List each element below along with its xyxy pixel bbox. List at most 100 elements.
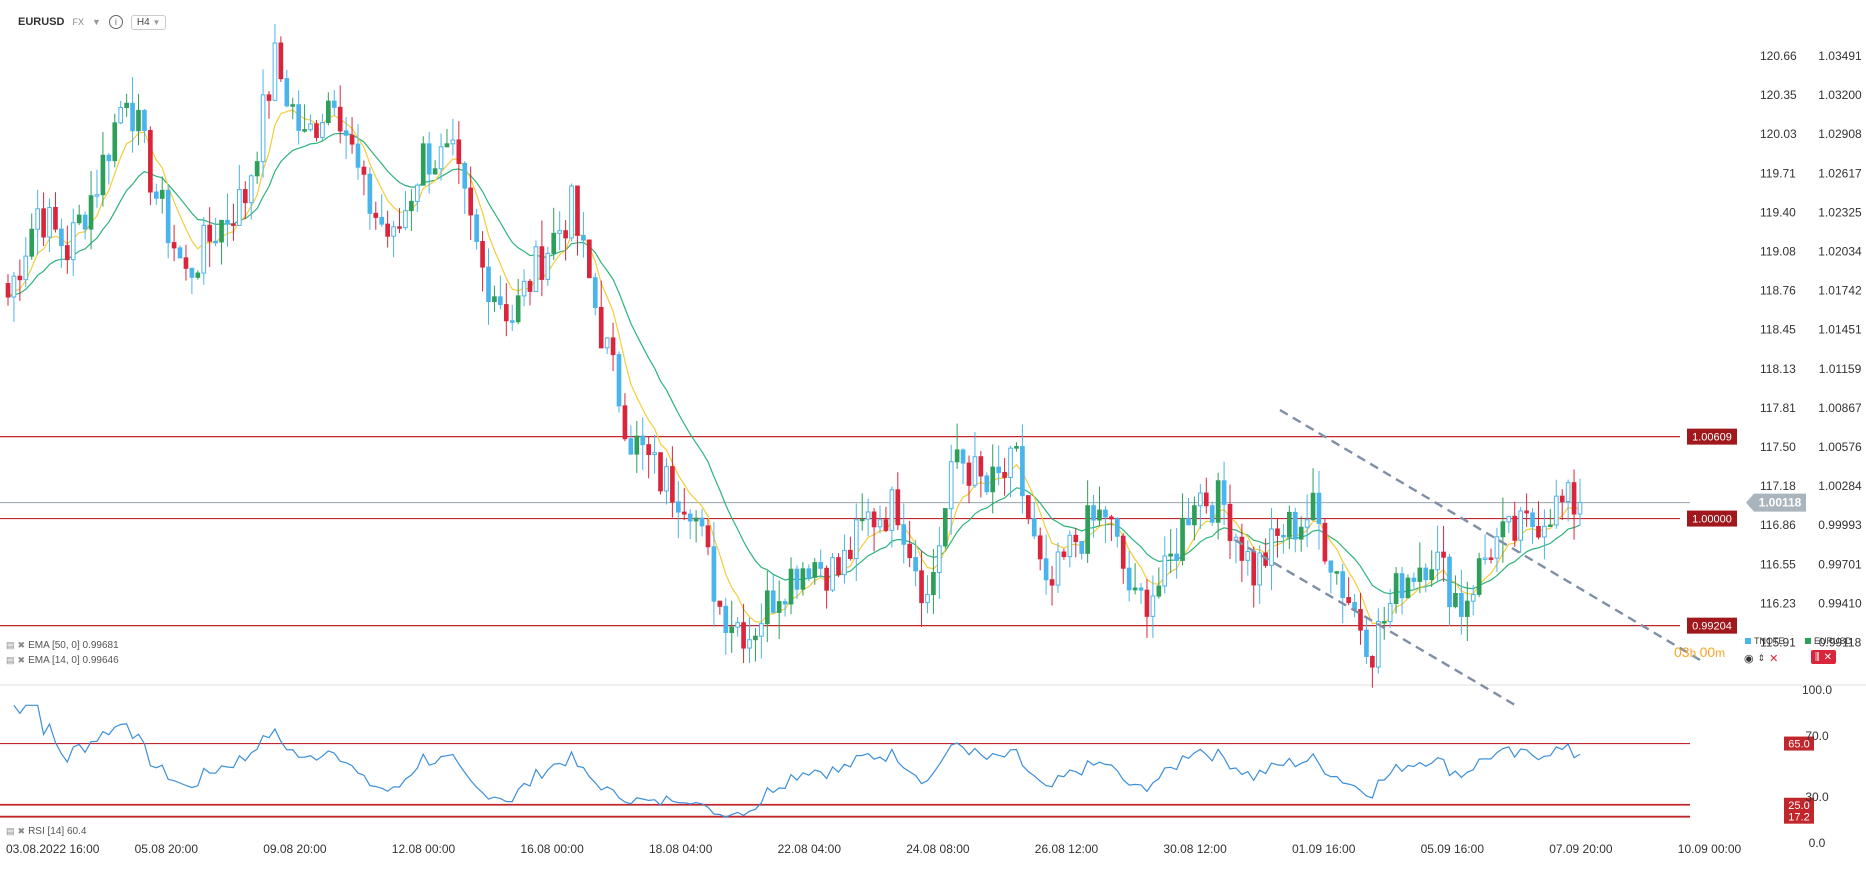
candle-body [1025,495,1031,520]
y-tick-label-tnote: 117.81 [1760,401,1796,415]
remove-eurusd-icon[interactable]: ✕ [1823,651,1832,663]
candle-body [1494,536,1500,559]
candle-body [290,104,296,107]
ema50-line [7,132,1581,595]
candle-body [183,257,189,269]
candle-body [420,143,426,186]
candle-body [118,106,124,124]
candle-body [337,106,343,132]
candle-body [1524,510,1529,514]
indicator-settings-icon[interactable]: ▤ [6,826,15,836]
candle-body [806,568,812,578]
legend-rsi[interactable]: ▤ ✖ RSI [14] 60.4 [6,826,86,837]
candle-body [931,572,936,596]
x-tick-label: 16.08 00:00 [520,842,584,856]
candle-body [272,42,278,101]
eurusd-controls: ⫼ ✕ [1811,650,1836,664]
candle-body [711,546,717,602]
candle-body [1364,629,1369,658]
rsi-level-label-bg [1784,809,1814,824]
candle-body [130,102,135,132]
y-tick-label-tnote: 119.71 [1760,166,1796,180]
y-tick-label-tnote: 117.50 [1760,440,1796,454]
x-tick-label: 03.08.2022 16:00 [6,842,100,856]
compare-eurusd[interactable]: EURUSD [1805,636,1852,646]
y-tick-label-eurusd: 1.00867 [1818,401,1862,415]
candle-body [254,161,260,177]
candle-body [189,267,195,278]
candle-body [361,166,367,175]
info-icon[interactable]: i [108,15,123,29]
candle-body [693,517,699,522]
visibility-eye-icon[interactable]: ◉ [1744,653,1754,665]
legend-ema50[interactable]: ▤ ✖ EMA [50, 0] 0.99681 [6,640,119,651]
candle-body [1198,492,1203,507]
candle-body [675,501,681,513]
candle-body [788,568,794,605]
candle-body [575,185,580,236]
indicator-settings-icon[interactable]: ▤ [6,655,15,665]
rsi-level-label-bg [1784,736,1814,751]
countdown-h-unit: h [1689,646,1700,660]
candle-body [47,206,52,238]
candle-body [699,517,705,527]
eurusd-swatch-icon [1805,638,1811,644]
candle-body [1031,518,1037,537]
indicator-remove-icon[interactable]: ✖ [17,655,26,665]
candle-body [794,568,800,590]
candle-body [984,475,990,493]
remove-compare-icon[interactable]: ✕ [1769,653,1779,665]
legend-ema14[interactable]: ▤ ✖ EMA [14, 0] 0.99646 [6,655,119,666]
candle-body [231,223,236,226]
timeframe-chevron-icon: ▼ [152,17,161,27]
candle-body [925,594,930,604]
candle-body [937,545,942,574]
candle-body [1180,517,1185,561]
candle-body [1008,447,1013,478]
candle-body [681,511,687,515]
candle-body [70,222,76,261]
candle-body [889,489,895,531]
level-label-bg [1687,617,1737,634]
candle-body [379,216,385,225]
candle-style-icon[interactable]: ⫼ [1815,651,1820,663]
candle-body [1209,505,1215,523]
candle-body [17,275,23,281]
candle-body [1381,621,1387,624]
reorder-arrows-icon[interactable]: ⇕ [1757,653,1766,663]
candle-body [1168,553,1174,557]
y-tick-label-eurusd: 1.02034 [1818,245,1862,259]
candle-body [527,280,533,292]
candle-body [171,242,177,249]
candle-body [213,240,218,244]
channel-lower-line [1234,538,1516,707]
indicator-remove-icon[interactable]: ✖ [17,826,26,836]
y-tick-label-eurusd: 0.99993 [1818,518,1862,532]
timeframe-value: H4 [136,16,150,28]
candle-body [219,219,224,243]
symbol-label[interactable]: EURUSD [18,16,65,28]
candle-body [159,189,165,199]
candle-body [818,562,824,569]
indicator-settings-icon[interactable]: ▤ [6,640,15,650]
candle-body [35,208,40,230]
x-tick-label: 24.08 08:00 [906,842,970,856]
y-tick-label-tnote: 116.86 [1760,518,1796,532]
symbol-dropdown-chevron-icon[interactable]: ▼ [91,17,101,27]
candle-body [1245,550,1251,561]
x-tick-label: 26.08 12:00 [1035,842,1099,856]
indicator-remove-icon[interactable]: ✖ [17,640,26,650]
candle-body [468,187,474,216]
candle-body [640,435,646,446]
candle-body [1269,528,1274,566]
countdown-hours: 03 [1674,644,1690,660]
candle-body [1370,656,1375,668]
timeframe-select[interactable]: H4 ▼ [130,14,167,30]
compare-tnote[interactable]: TNOTE [1745,636,1785,646]
candle-body [990,466,996,493]
candle-body [201,224,207,274]
y-tick-label-tnote: 119.08 [1760,245,1796,259]
candle-body [106,154,112,162]
